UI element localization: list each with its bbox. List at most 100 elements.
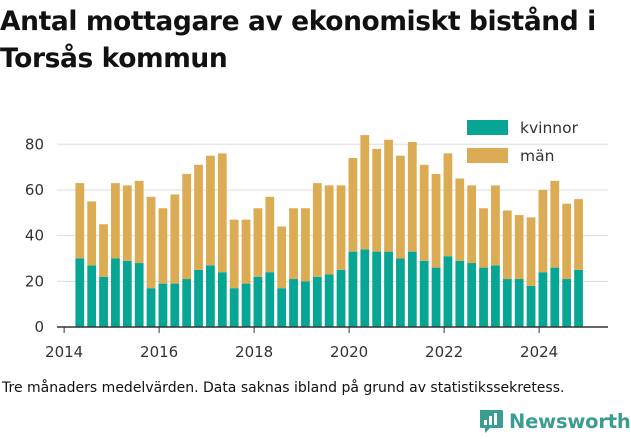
bar-man <box>538 189 548 273</box>
bar-man <box>479 208 488 268</box>
bar-man <box>111 183 120 259</box>
bar-kvinnor <box>479 267 488 327</box>
bar-man <box>526 217 536 286</box>
x-tick-label: 2016 <box>140 343 178 361</box>
bar-man <box>182 173 192 280</box>
bar-man <box>277 226 287 289</box>
bar-man <box>324 185 334 275</box>
bar-kvinnor <box>87 265 97 327</box>
bar-man <box>562 203 572 280</box>
bar-man <box>502 210 512 280</box>
bar-man <box>301 208 310 282</box>
bar-kvinnor <box>146 288 156 327</box>
bar-man <box>312 183 322 277</box>
bar-man <box>253 208 263 277</box>
bar-kvinnor <box>526 285 536 327</box>
bar-kvinnor <box>550 267 560 327</box>
bar-man <box>217 153 227 273</box>
bar-kvinnor <box>158 283 168 327</box>
bar-kvinnor <box>407 251 417 327</box>
bar-man <box>467 185 477 264</box>
bar-man <box>419 164 429 261</box>
bar-man <box>407 141 417 252</box>
bar-kvinnor <box>182 279 192 327</box>
y-tick-label: 0 <box>34 318 44 336</box>
bar-kvinnor <box>562 279 572 327</box>
bar-kvinnor <box>194 269 203 327</box>
bar-man <box>265 196 275 273</box>
bar-kvinnor <box>241 283 251 327</box>
bar-kvinnor <box>467 263 477 327</box>
bar-man <box>241 219 251 284</box>
bar-man <box>384 139 393 252</box>
y-tick-label: 80 <box>25 135 44 153</box>
bar-man <box>122 185 132 261</box>
bar-kvinnor <box>396 258 405 327</box>
brand-name: Newsworthy <box>509 409 631 433</box>
bar-man <box>170 194 180 284</box>
chart-caption: Tre månaders medelvärden. Data saknas ib… <box>2 380 565 396</box>
y-tick-label: 40 <box>25 227 44 245</box>
y-axis-ticks: 0 20 40 60 80 <box>25 135 44 336</box>
bar-kvinnor <box>491 265 500 327</box>
bar-kvinnor <box>122 260 132 327</box>
bar-kvinnor <box>431 267 441 327</box>
bar-kvinnor <box>574 269 583 327</box>
bar-man <box>146 196 156 289</box>
y-tick-label: 20 <box>25 272 44 290</box>
legend-swatch-man <box>467 148 508 163</box>
x-tick-label: 2024 <box>520 343 558 361</box>
bar-kvinnor <box>336 269 346 327</box>
bar-kvinnor <box>75 258 85 327</box>
bar-man <box>289 208 298 280</box>
bar-kvinnor <box>111 258 120 327</box>
bar-man <box>99 224 108 277</box>
bar-kvinnor <box>277 288 287 327</box>
bar-man <box>372 148 382 252</box>
bar-man <box>348 157 358 252</box>
brand-logo: Newsworthy <box>478 406 631 436</box>
bar-kvinnor <box>312 276 322 327</box>
bar-kvinnor <box>99 276 108 327</box>
bar-man <box>194 164 203 270</box>
bar-kvinnor <box>348 251 358 327</box>
legend-swatch-kvinnor <box>467 120 508 135</box>
bar-kvinnor <box>265 272 275 327</box>
bar-kvinnor <box>289 279 298 327</box>
bar-man <box>431 173 441 268</box>
bar-kvinnor <box>301 281 310 327</box>
bar-kvinnor <box>384 251 393 327</box>
newsworthy-chart-logo-icon <box>480 410 503 433</box>
x-axis-ticks: 2014 2016 2018 2020 2022 2024 <box>45 327 558 361</box>
bar-kvinnor <box>253 276 263 327</box>
bar-kvinnor <box>502 279 512 327</box>
bar-man <box>396 155 405 259</box>
bar-man <box>158 208 168 284</box>
bar-kvinnor <box>206 265 215 327</box>
bar-kvinnor <box>134 263 144 327</box>
bar-chart: 0 20 40 60 80 2014 2016 2018 2020 2022 2024 kvinn… <box>25 119 608 361</box>
bar-kvinnor <box>372 251 382 327</box>
bar-man <box>455 178 465 261</box>
bar-man <box>87 201 97 266</box>
bar-man <box>134 180 144 264</box>
bar-kvinnor <box>455 260 465 327</box>
legend-label: män <box>520 147 554 165</box>
bar-man <box>360 135 370 250</box>
bars <box>75 135 583 327</box>
x-tick-label: 2020 <box>330 343 368 361</box>
bar-kvinnor <box>443 256 453 327</box>
legend-label: kvinnor <box>520 119 579 137</box>
x-tick-label: 2022 <box>425 343 463 361</box>
bar-man <box>514 215 524 280</box>
bar-man <box>336 185 346 270</box>
bar-man <box>574 199 583 270</box>
bar-kvinnor <box>324 274 334 327</box>
bar-man <box>229 219 239 289</box>
bar-kvinnor <box>170 283 180 327</box>
x-tick-label: 2014 <box>45 343 83 361</box>
x-tick-label: 2018 <box>235 343 273 361</box>
chart-title: Antal mottagare av ekonomiskt bistånd i … <box>0 6 596 74</box>
bar-kvinnor <box>514 279 524 327</box>
bar-kvinnor <box>217 272 227 327</box>
